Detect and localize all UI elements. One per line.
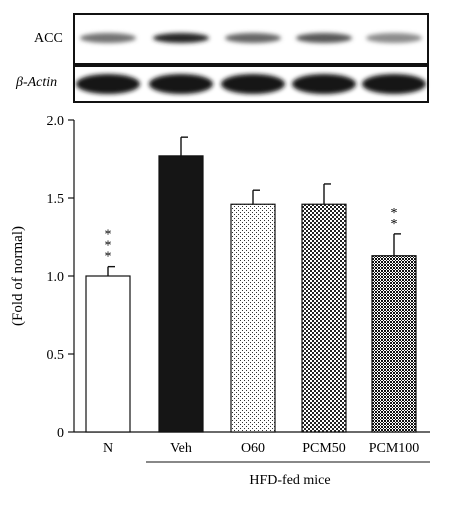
significance-stars: *** [105,228,112,265]
blot-label-acc: ACC [34,31,63,46]
error-bars [107,136,401,276]
x-tick-label: PCM50 [302,441,346,456]
x-tick-labels: N Veh O60 PCM50 PCM100 [103,441,419,456]
bar [230,203,276,433]
axes: 0 0.5 1.0 1.5 2.0 (Fold of normal) [10,114,430,441]
acc-band [225,33,281,43]
actin-band [221,74,285,94]
significance-star: * [391,217,398,232]
group-label: HFD-fed mice [249,473,330,488]
western-blot: ACC β-Actin [15,13,429,103]
y-axis-label: (Fold of normal) [10,226,26,326]
x-tick-label: PCM100 [369,441,420,456]
actin-band [362,74,426,94]
acc-band [296,33,352,43]
significance-star: * [105,250,112,265]
y-tick-label: 1.0 [47,270,65,285]
acc-band [80,33,136,43]
bars [85,155,417,433]
x-tick-label: Veh [170,441,192,456]
actin-band [149,74,213,94]
significance-star: * [391,206,398,221]
bar [158,155,204,433]
acc-bands [80,33,422,43]
actin-band [292,74,356,94]
y-ticks: 0 0.5 1.0 1.5 2.0 [47,114,74,441]
bar [85,275,131,433]
x-tick-label: N [103,441,113,456]
significance-star: * [105,239,112,254]
actin-bands [76,74,426,94]
acc-band [153,33,209,43]
y-tick-label: 1.5 [47,192,65,207]
x-tick-label: O60 [241,441,265,456]
significance-annotations: ***** [105,206,398,265]
group-bracket: HFD-fed mice [146,461,430,488]
actin-band [76,74,140,94]
y-tick-label: 0 [57,426,64,441]
significance-stars: ** [391,206,398,232]
blot-label-actin: β-Actin [15,75,57,90]
significance-star: * [105,228,112,243]
y-tick-label: 0.5 [47,348,65,363]
acc-band [366,33,422,43]
y-tick-label: 2.0 [47,114,65,129]
bar [371,255,417,433]
bar [301,203,347,433]
